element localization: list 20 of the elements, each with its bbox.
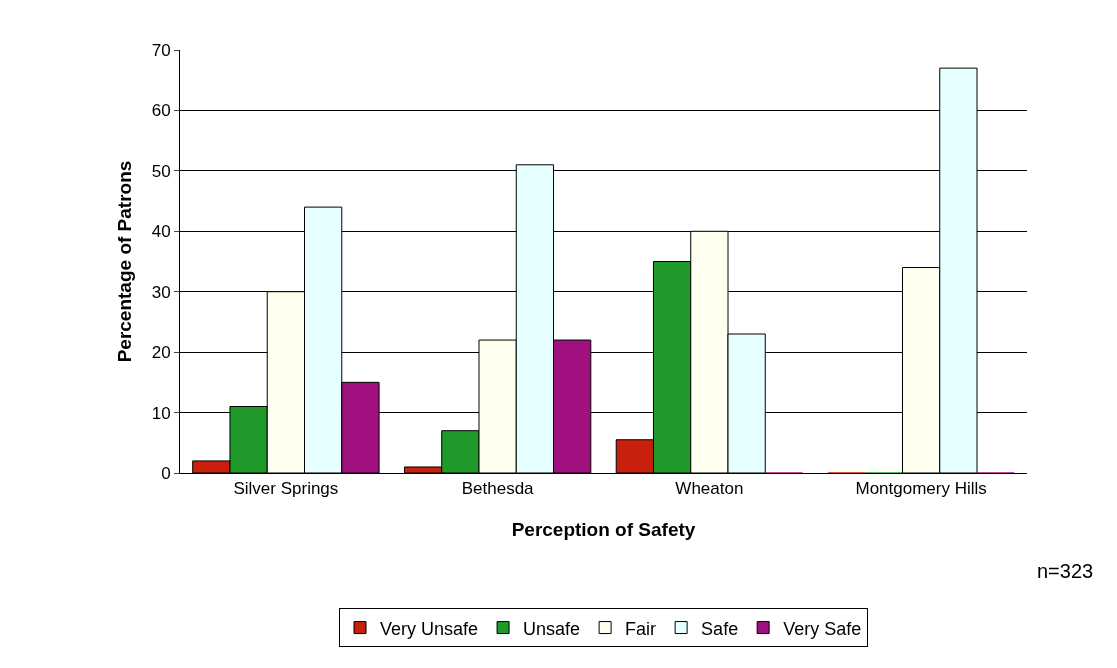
x-tick-label: Bethesda xyxy=(461,479,535,499)
legend-label: Unsafe xyxy=(523,618,581,639)
x-tick-label: Montgomery Hills xyxy=(855,479,987,499)
x-axis-title: Perception of Safety xyxy=(511,519,696,541)
legend-label: Very Safe xyxy=(783,618,862,639)
y-tick-label: 70 xyxy=(151,40,171,60)
y-tick-label: 40 xyxy=(151,222,171,242)
legend-label: Safe xyxy=(701,618,739,639)
y-axis-title: Percentage of Patrons xyxy=(113,160,135,363)
x-tick-label: Wheaton xyxy=(675,479,744,499)
y-tick-label: 30 xyxy=(151,282,171,302)
y-tick-label: 20 xyxy=(151,343,171,363)
y-tick-label: 0 xyxy=(161,463,171,483)
y-tick-label: 50 xyxy=(151,161,171,181)
text: n=323 xyxy=(1037,560,1094,582)
legend-label: Very Unsafe xyxy=(380,618,479,639)
y-tick-label: 60 xyxy=(151,101,171,121)
legend-label: Fair xyxy=(625,618,657,639)
y-tick-label: 10 xyxy=(151,403,171,423)
x-tick-label: Silver Springs xyxy=(233,479,339,499)
